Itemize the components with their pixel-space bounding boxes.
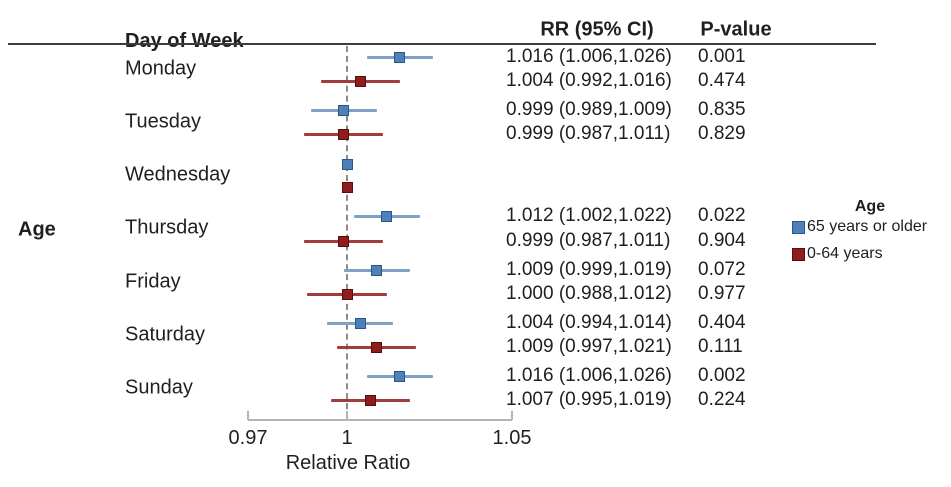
x-axis-tick (346, 411, 348, 420)
legend-entry: 0-64 years (792, 246, 948, 262)
p-value: 0.224 (698, 389, 746, 410)
rr-marker (364, 394, 376, 406)
day-label: Monday (125, 57, 197, 80)
p-value: 0.404 (698, 312, 746, 333)
p-value: 0.002 (698, 365, 746, 386)
legend-entry-label: 65 years or older (807, 218, 928, 235)
column-header-p-value: P-value (700, 18, 772, 41)
rr-marker (338, 104, 350, 116)
p-value: 0.977 (698, 283, 746, 304)
legend-title: Age (854, 198, 886, 215)
rr-marker (381, 210, 393, 222)
rr-marker (341, 158, 353, 170)
rr-marker (371, 264, 383, 276)
rr-marker (338, 128, 350, 140)
day-label: Thursday (125, 216, 209, 239)
day-label: Saturday (125, 323, 206, 346)
rr-marker (354, 317, 366, 329)
column-header-day-of-week: Day of Week (125, 30, 244, 52)
row-group-label-age: Age (18, 218, 56, 241)
legend-entries: 65 years or older 0-64 years (792, 219, 948, 262)
column-header-rr-ci: RR (95% CI) (540, 18, 654, 41)
rr-ci-value: 1.004 (0.992,1.016) (506, 70, 672, 91)
x-axis-tick-label: 1.05 (492, 427, 532, 449)
x-axis-tick (247, 411, 249, 420)
rr-marker (394, 51, 406, 63)
legend-entry-label: 0-64 years (807, 245, 883, 262)
rr-ci-value: 1.004 (0.994,1.014) (506, 312, 672, 333)
x-axis-tick-label: 1 (341, 427, 353, 449)
rr-marker (341, 181, 353, 193)
rr-ci-value: 1.009 (0.997,1.021) (506, 336, 672, 357)
p-value: 0.001 (698, 46, 746, 67)
rr-ci-value: 1.009 (0.999,1.019) (506, 259, 672, 280)
rr-marker (354, 75, 366, 87)
rr-ci-value: 0.999 (0.987,1.011) (506, 123, 671, 144)
x-axis-line (248, 419, 512, 421)
x-axis-tick-label: 0.97 (228, 427, 268, 449)
legend: Age 65 years or older 0-64 years (792, 198, 948, 273)
day-label: Friday (125, 270, 181, 293)
legend-swatch-icon (792, 220, 805, 234)
p-value: 0.904 (698, 230, 746, 251)
day-label: Sunday (125, 376, 193, 399)
header-divider-line (8, 43, 876, 45)
day-label: Wednesday (125, 163, 231, 186)
p-value: 0.111 (698, 336, 743, 357)
rr-marker (338, 235, 350, 247)
rr-marker (341, 288, 353, 300)
p-value: 0.474 (698, 70, 746, 91)
p-value: 0.829 (698, 123, 746, 144)
p-value: 0.072 (698, 259, 746, 280)
rr-ci-value: 1.012 (1.002,1.022) (506, 205, 672, 226)
rr-marker (371, 341, 383, 353)
rr-marker (394, 370, 406, 382)
rr-ci-value: 1.016 (1.006,1.026) (506, 365, 672, 386)
reference-line (346, 46, 348, 419)
x-axis-tick (511, 411, 513, 420)
p-value: 0.835 (698, 99, 746, 120)
rr-ci-value: 0.999 (0.987,1.011) (506, 230, 671, 251)
legend-swatch-icon (792, 247, 805, 261)
rr-ci-value: 0.999 (0.989,1.009) (506, 99, 672, 120)
rr-ci-value: 1.000 (0.988,1.012) (506, 283, 672, 304)
p-value: 0.022 (698, 205, 746, 226)
rr-ci-value: 1.016 (1.006,1.026) (506, 46, 672, 67)
x-axis-title: Relative Ratio (285, 452, 411, 474)
day-label: Tuesday (125, 110, 201, 133)
rr-ci-value: 1.007 (0.995,1.019) (506, 389, 672, 410)
legend-entry: 65 years or older (792, 219, 948, 235)
